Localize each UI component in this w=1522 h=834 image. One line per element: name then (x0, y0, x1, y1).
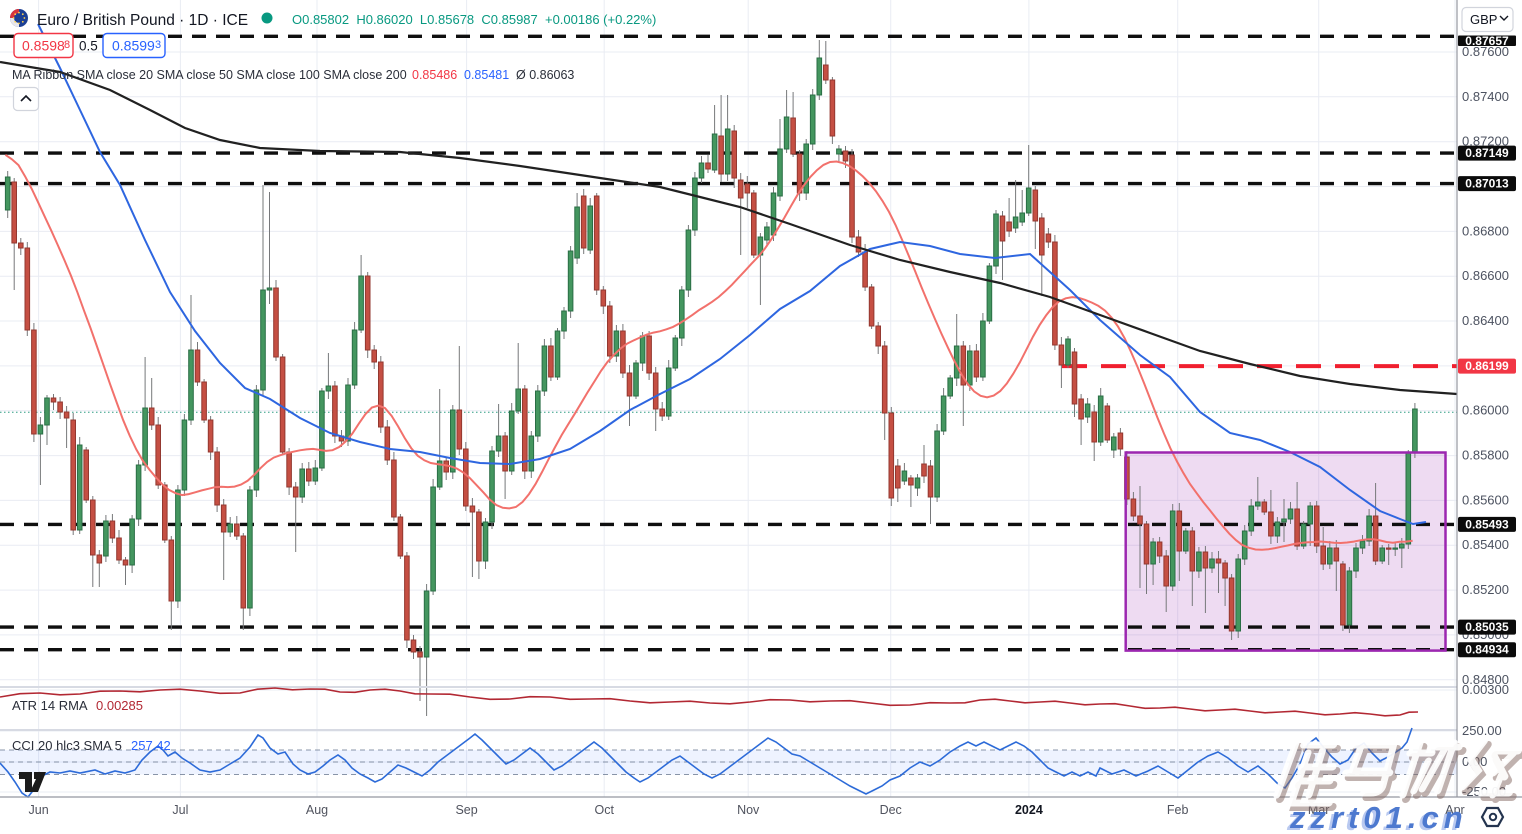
svg-text:0.85800: 0.85800 (1462, 448, 1509, 463)
svg-text:Ø 0.86063: Ø 0.86063 (516, 68, 574, 82)
svg-text:Nov: Nov (737, 803, 760, 817)
svg-text:Feb: Feb (1167, 803, 1189, 817)
svg-text:zzrt01.cn: zzrt01.cn (1286, 802, 1465, 834)
svg-text:Dec: Dec (880, 803, 902, 817)
svg-text:0.85400: 0.85400 (1462, 537, 1509, 552)
svg-text:0.84800: 0.84800 (1462, 672, 1509, 687)
svg-text:0.85200: 0.85200 (1462, 582, 1509, 597)
svg-text:8: 8 (64, 39, 70, 51)
svg-text:257.42: 257.42 (131, 738, 171, 753)
svg-text:0.87200: 0.87200 (1462, 134, 1509, 149)
svg-text:0.5: 0.5 (79, 39, 98, 54)
svg-text:O0.85802 H0.86020 L0.85678: O0.85802 H0.86020 L0.85678 C0.85987 +0.0… (292, 12, 656, 27)
svg-text:0.00300: 0.00300 (1462, 682, 1509, 697)
svg-text:250.00: 250.00 (1462, 723, 1502, 738)
svg-text:0.85481: 0.85481 (464, 68, 509, 82)
svg-text:0.87600: 0.87600 (1462, 44, 1509, 59)
svg-text:0.85600: 0.85600 (1462, 492, 1509, 507)
svg-text:Apr: Apr (1445, 803, 1464, 817)
svg-text:0.85486: 0.85486 (412, 68, 457, 82)
svg-text:Jun: Jun (29, 803, 49, 817)
svg-text:0.8599: 0.8599 (112, 38, 155, 54)
svg-text:0.87149: 0.87149 (1465, 146, 1509, 160)
svg-text:Aug: Aug (306, 803, 328, 817)
svg-text:Jul: Jul (172, 803, 188, 817)
svg-text:MA Ribbon SMA close 20 SMA clo: MA Ribbon SMA close 20 SMA close 50 SMA … (12, 68, 407, 82)
svg-text:0.85035: 0.85035 (1465, 620, 1509, 634)
svg-text:0.87657: 0.87657 (1465, 34, 1509, 48)
svg-text:Oct: Oct (594, 803, 614, 817)
svg-text:CCI 20 hlc3 SMA 5: CCI 20 hlc3 SMA 5 (12, 738, 122, 753)
svg-text:0.00285: 0.00285 (96, 698, 143, 713)
svg-text:0.87400: 0.87400 (1462, 89, 1509, 104)
svg-text:0.86600: 0.86600 (1462, 268, 1509, 283)
svg-text:3: 3 (155, 39, 161, 51)
svg-text:0.87013: 0.87013 (1465, 177, 1509, 191)
svg-text:ATR 14 RMA: ATR 14 RMA (12, 698, 88, 713)
svg-text:Sep: Sep (455, 803, 477, 817)
svg-text:zzrt01.cn: zzrt01.cn (1289, 800, 1468, 834)
svg-text:0.84934: 0.84934 (1465, 643, 1509, 657)
svg-text:GBP: GBP (1470, 12, 1497, 27)
svg-text:0.8598: 0.8598 (22, 38, 65, 54)
svg-text:0.86199: 0.86199 (1465, 359, 1509, 373)
svg-text:0.86800: 0.86800 (1462, 223, 1509, 238)
svg-text:0.85493: 0.85493 (1465, 517, 1509, 531)
svg-text:Euro / British Pound · 1D · IC: Euro / British Pound · 1D · ICE (37, 12, 248, 29)
svg-text:0.86000: 0.86000 (1462, 403, 1509, 418)
svg-text:0.86400: 0.86400 (1462, 313, 1509, 328)
svg-text:2024: 2024 (1015, 803, 1043, 817)
